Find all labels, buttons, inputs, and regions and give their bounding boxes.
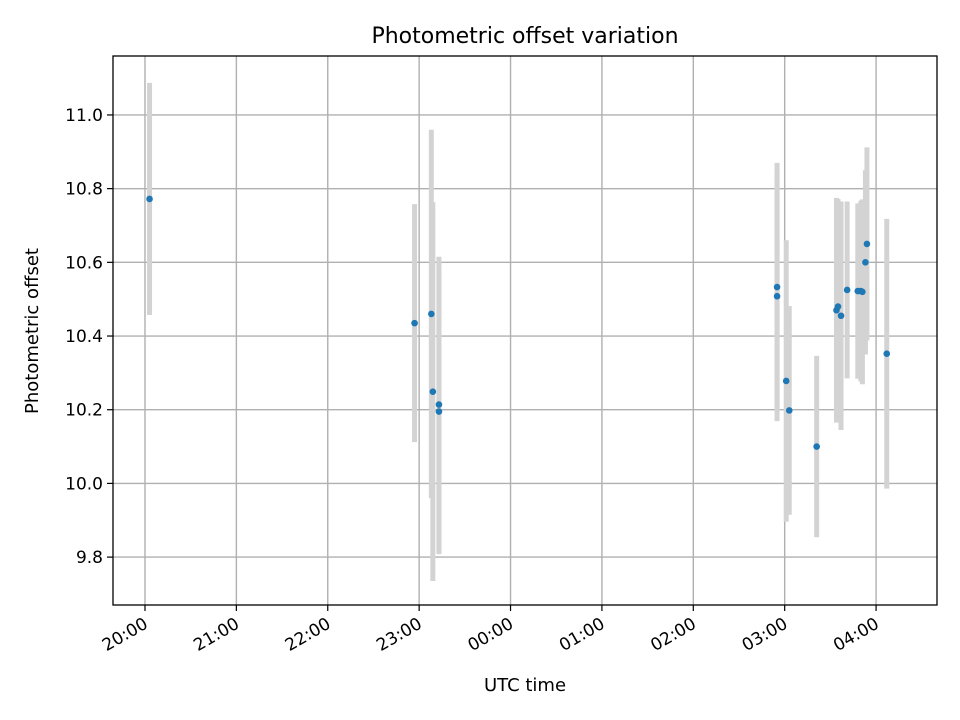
data-point xyxy=(859,288,866,296)
data-point xyxy=(773,283,781,291)
chart-title: Photometric offset variation xyxy=(371,24,678,49)
data-point xyxy=(429,388,437,395)
data-point xyxy=(435,401,443,408)
x-tick-label: 22:00 xyxy=(282,614,334,656)
x-tick-label: 20:00 xyxy=(99,614,151,656)
plot-frame xyxy=(112,55,938,606)
data-point xyxy=(863,240,871,248)
error-bars xyxy=(147,82,890,582)
x-tick-label: 23:00 xyxy=(373,614,425,656)
y-tick-label: 11.0 xyxy=(65,106,103,126)
data-point xyxy=(146,195,153,203)
y-tick-label: 10.8 xyxy=(65,180,103,200)
x-tick-label: 00:00 xyxy=(465,614,517,656)
x-tick-label: 21:00 xyxy=(190,614,242,656)
y-tick-label: 10.0 xyxy=(65,474,103,494)
data-point xyxy=(834,303,842,310)
data-point xyxy=(428,310,435,318)
data-point xyxy=(411,319,418,327)
data-point xyxy=(813,443,820,450)
data-point xyxy=(862,259,869,266)
x-tick-label: 01:00 xyxy=(556,614,608,656)
y-axis-ticks: 9.8 10.0 10.2 10.4 10.6 10.8 11.0 xyxy=(65,106,113,568)
data-point xyxy=(782,377,790,385)
data-points xyxy=(146,195,891,450)
y-tick-label: 10.6 xyxy=(65,253,103,273)
data-point xyxy=(837,312,845,320)
y-tick-label: 10.2 xyxy=(65,401,103,421)
x-tick-label: 02:00 xyxy=(647,614,699,656)
x-tick-label: 03:00 xyxy=(739,614,791,656)
y-tick-label: 10.4 xyxy=(65,327,103,347)
data-point xyxy=(785,407,793,414)
data-point xyxy=(435,408,443,415)
grid xyxy=(113,56,937,605)
data-point xyxy=(843,286,851,294)
y-axis-label: Photometric offset xyxy=(22,248,43,414)
y-tick-label: 9.8 xyxy=(76,548,103,568)
data-point xyxy=(773,292,781,300)
x-axis-ticks: 20:00 21:00 22:00 23:00 00:00 01:00 02:00 03:00… xyxy=(99,605,883,656)
data-point xyxy=(883,350,891,358)
x-tick-label: 04:00 xyxy=(830,614,882,656)
x-axis-label: UTC time xyxy=(484,675,566,696)
